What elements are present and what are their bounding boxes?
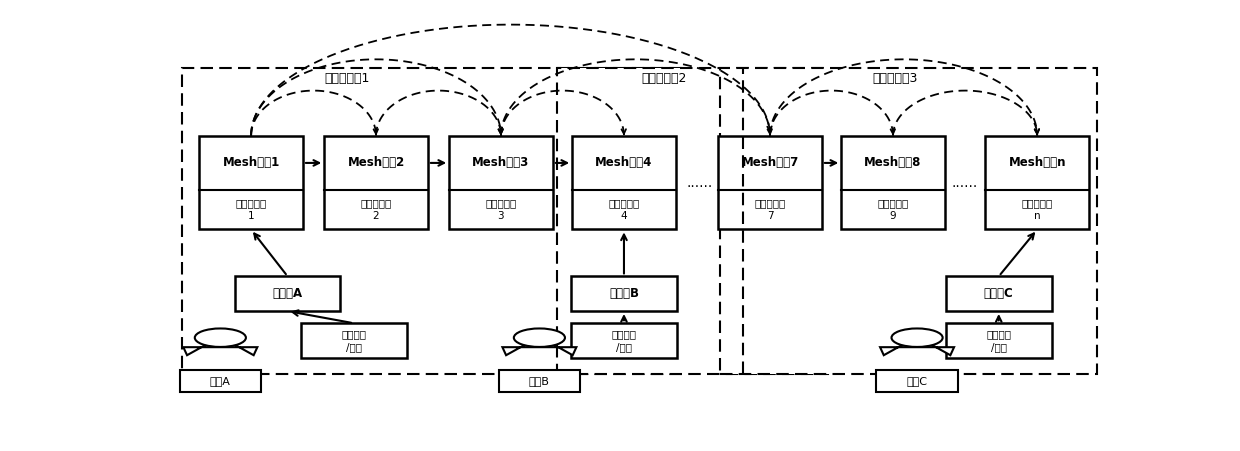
- FancyBboxPatch shape: [449, 136, 553, 230]
- FancyBboxPatch shape: [946, 323, 1052, 358]
- Text: 用户C: 用户C: [906, 376, 928, 386]
- FancyBboxPatch shape: [324, 136, 428, 230]
- Text: Mesh设备n: Mesh设备n: [1008, 156, 1066, 170]
- FancyBboxPatch shape: [182, 68, 682, 373]
- FancyBboxPatch shape: [234, 276, 341, 311]
- Text: 声音采集
/播放: 声音采集 /播放: [611, 329, 636, 352]
- FancyBboxPatch shape: [720, 68, 1096, 373]
- FancyBboxPatch shape: [572, 276, 677, 311]
- FancyBboxPatch shape: [200, 136, 303, 230]
- FancyBboxPatch shape: [572, 136, 676, 230]
- Circle shape: [195, 328, 246, 347]
- Text: 对讲中继台
1: 对讲中继台 1: [236, 198, 267, 221]
- Text: 用户A: 用户A: [210, 376, 231, 386]
- Text: 对讲机B: 对讲机B: [609, 287, 639, 300]
- FancyBboxPatch shape: [572, 323, 677, 358]
- Text: 对讲中继组1: 对讲中继组1: [325, 72, 370, 85]
- FancyBboxPatch shape: [301, 323, 407, 358]
- FancyBboxPatch shape: [180, 370, 262, 392]
- Text: 声音采集
/播放: 声音采集 /播放: [341, 329, 367, 352]
- Text: 对讲机C: 对讲机C: [983, 287, 1013, 300]
- FancyBboxPatch shape: [498, 370, 580, 392]
- Polygon shape: [502, 342, 577, 355]
- Text: 声音采集
/播放: 声音采集 /播放: [986, 329, 1012, 352]
- FancyBboxPatch shape: [877, 370, 959, 392]
- Text: 对讲中继组2: 对讲中继组2: [641, 72, 687, 85]
- Text: Mesh设备4: Mesh设备4: [595, 156, 652, 170]
- Text: 对讲中继台
7: 对讲中继台 7: [754, 198, 786, 221]
- Text: Mesh设备3: Mesh设备3: [472, 156, 529, 170]
- FancyBboxPatch shape: [718, 136, 822, 230]
- FancyBboxPatch shape: [986, 136, 1089, 230]
- Text: 对讲中继组3: 对讲中继组3: [872, 72, 918, 85]
- Circle shape: [513, 328, 565, 347]
- Text: 对讲中继台
3: 对讲中继台 3: [485, 198, 517, 221]
- Text: Mesh设备7: Mesh设备7: [742, 156, 799, 170]
- Text: 对讲中继台
2: 对讲中继台 2: [361, 198, 392, 221]
- Text: Mesh设备8: Mesh设备8: [864, 156, 921, 170]
- Text: 用户B: 用户B: [529, 376, 549, 386]
- Text: Mesh设备2: Mesh设备2: [347, 156, 404, 170]
- FancyBboxPatch shape: [557, 68, 828, 373]
- Text: Mesh设备1: Mesh设备1: [222, 156, 280, 170]
- Text: 对讲中继台
n: 对讲中继台 n: [1022, 198, 1053, 221]
- Polygon shape: [184, 342, 258, 355]
- Text: 对讲机A: 对讲机A: [273, 287, 303, 300]
- Circle shape: [892, 328, 942, 347]
- Text: 对讲中继台
9: 对讲中继台 9: [878, 198, 909, 221]
- Text: ......: ......: [952, 175, 978, 189]
- FancyBboxPatch shape: [946, 276, 1052, 311]
- Text: ......: ......: [687, 175, 713, 189]
- FancyBboxPatch shape: [841, 136, 945, 230]
- Polygon shape: [880, 342, 954, 355]
- Text: 对讲中继台
4: 对讲中继台 4: [609, 198, 640, 221]
